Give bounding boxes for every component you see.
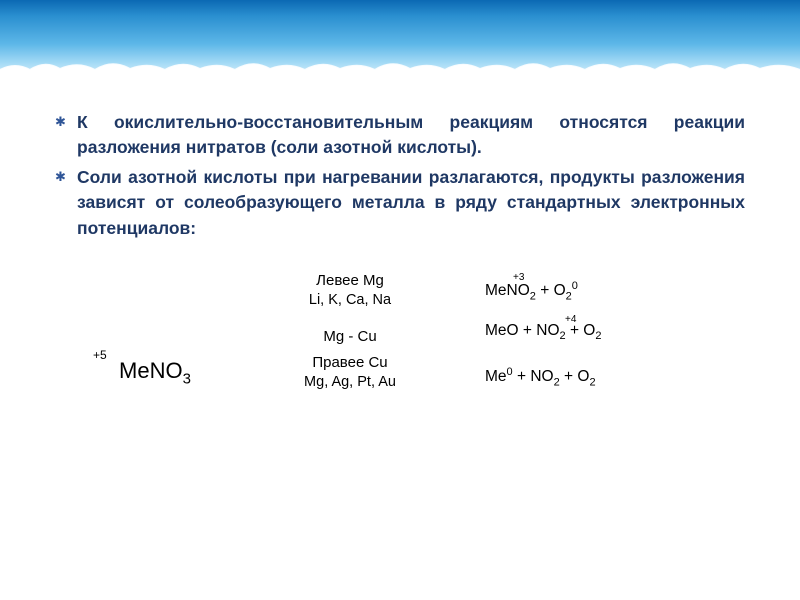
table-row: Левее Mg Li, K, Ca, Na +3 MeNO2 + O20 [55,271,745,311]
metal-range: Правее Cu Mg, Ag, Pt, Au [255,353,445,393]
left-formula-cell: +5 MeNO3 [55,358,255,387]
range-title: Mg - Cu [255,327,445,347]
cloud-edge [0,56,800,80]
bullet-star-icon: ✱ [55,112,66,133]
product-cell: Me0 + NO2 + O2 [445,358,745,388]
slide-content: ✱ К окислительно-восстановительным реакц… [0,80,800,399]
bullet-star-icon: ✱ [55,167,66,188]
oxidation-state: +3 [513,272,524,283]
product-formula: +4 MeO + NO2 + O2 [485,322,602,342]
table-row: +5 MeNO3 Правее Cu Mg, Ag, Pt, Au Me0 + … [55,353,745,393]
metal-range: Левее Mg Li, K, Ca, Na [255,271,445,311]
bullet-1: ✱ К окислительно-восстановительным реакц… [55,110,745,161]
range-list: Li, K, Ca, Na [255,291,445,311]
oxidation-state: +5 [93,348,107,362]
range-title: Левее Mg [255,271,445,291]
paragraph-2: Соли азотной кислоты при нагревании разл… [77,165,745,241]
product-formula: +3 MeNO2 + O20 [485,280,578,302]
source-formula: +5 MeNO3 [55,358,255,387]
paragraph-1: К окислительно-восстановительным реакция… [77,110,745,161]
product-cell: +4 MeO + NO2 + O2 [445,322,745,342]
table-row: Mg - Cu +4 MeO + NO2 + O2 [55,317,745,347]
product-cell: +3 MeNO2 + O20 [445,280,745,302]
product-formula: Me0 + NO2 + O2 [485,366,596,388]
range-list: Mg, Ag, Pt, Au [255,373,445,393]
sky-gradient-band [0,0,800,80]
metal-range: Mg - Cu [255,317,445,347]
range-title: Правее Cu [255,353,445,373]
bullet-2: ✱ Соли азотной кислоты при нагревании ра… [55,165,745,241]
oxidation-state: +4 [565,314,576,325]
decomposition-table: Левее Mg Li, K, Ca, Na +3 MeNO2 + O20 Mg… [55,271,745,399]
